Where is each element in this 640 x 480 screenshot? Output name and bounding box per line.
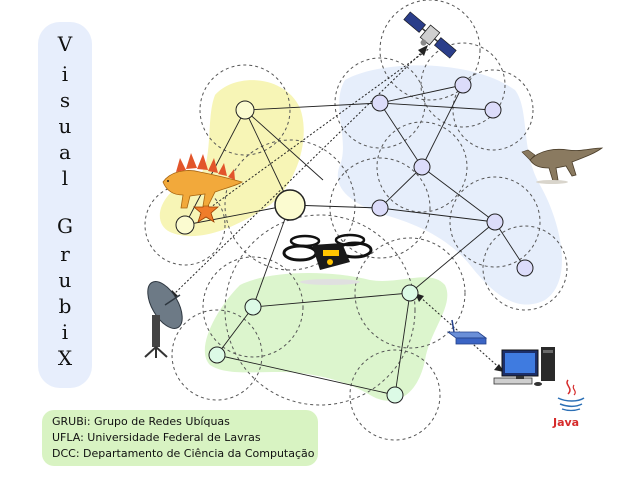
green-node [386, 386, 404, 404]
dotted-links [169, 47, 503, 371]
blue-node [454, 76, 472, 94]
info-line-dcc: DCC: Departamento de Ciência da Computaç… [52, 447, 315, 460]
range-circles [144, 0, 568, 441]
blue-region [337, 65, 562, 305]
title-letter: u [58, 114, 72, 138]
title-letter: i [61, 62, 69, 86]
java-label: Java [553, 416, 580, 429]
java-logo-icon [557, 379, 585, 412]
blue-node [371, 94, 389, 112]
title-panel: V i s u a l G r u b i X [38, 22, 92, 388]
wireless-router-icon [446, 319, 488, 345]
satellite-dish-icon [144, 281, 183, 358]
quadcopter-drone-icon [282, 233, 373, 285]
title-letter: i [61, 320, 69, 344]
dinosaur-stegosaurus-icon [162, 153, 243, 209]
title-letter: a [59, 140, 71, 164]
title-letter: l [61, 166, 69, 190]
blue-node [516, 259, 534, 277]
info-line-grubi: GRUBi: Grupo de Redes Ubíquas [52, 415, 230, 428]
yellow-node-large [274, 189, 306, 221]
yellow-node [175, 215, 195, 235]
yellow-region [159, 80, 304, 237]
graph-edges [184, 84, 526, 396]
info-line-ufla: UFLA: Universidade Federal de Lavras [52, 431, 261, 444]
green-node [244, 298, 262, 316]
star-icon [192, 196, 220, 223]
info-box: GRUBi: Grupo de Redes Ubíquas UFLA: Univ… [42, 410, 318, 466]
arrow-head [418, 45, 428, 56]
title-letter: V [57, 32, 73, 56]
title-letter: r [60, 242, 70, 266]
title-letter: G [57, 214, 73, 238]
title-letter: X [57, 346, 73, 370]
green-node [401, 284, 419, 302]
blue-node [484, 101, 502, 119]
blue-node [486, 213, 504, 231]
velociraptor-icon [521, 147, 604, 184]
green-node [208, 346, 226, 364]
satellite-icon [403, 11, 457, 59]
yellow-node [235, 100, 255, 120]
desktop-computer-icon [493, 347, 555, 386]
blue-node [413, 158, 431, 176]
green-region [204, 273, 448, 401]
blue-node [371, 199, 389, 217]
title-letter: u [58, 268, 72, 292]
graph-nodes [175, 76, 534, 404]
title-letter: b [58, 294, 72, 318]
title-letter: s [59, 88, 71, 112]
